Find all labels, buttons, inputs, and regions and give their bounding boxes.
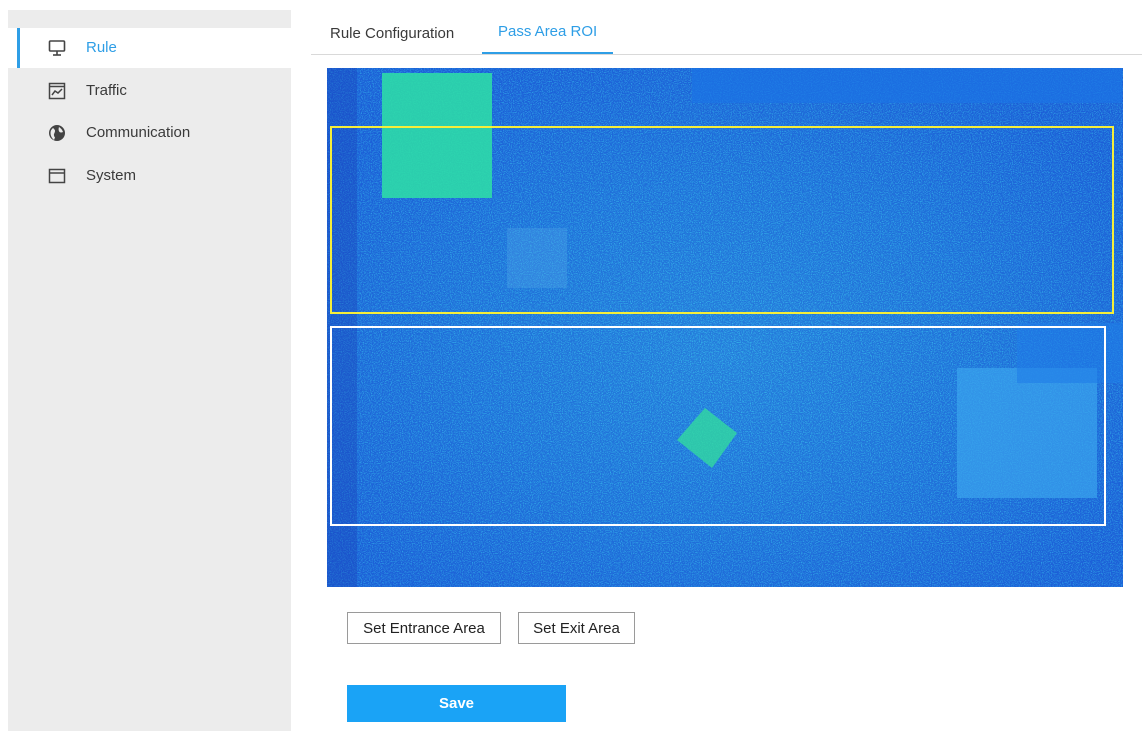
globe-icon: [49, 125, 65, 141]
chart-window-icon: [48, 82, 66, 100]
sidebar-item-label: Rule: [86, 39, 117, 56]
sidebar-item-system[interactable]: System: [8, 156, 291, 196]
save-button[interactable]: Save: [347, 685, 566, 722]
sidebar-item-communication[interactable]: Communication: [8, 113, 291, 153]
sidebar-item-label: Traffic: [86, 82, 127, 99]
exit-area-roi[interactable]: [330, 326, 1106, 526]
entrance-area-roi[interactable]: [330, 126, 1114, 314]
tab-rule-configuration[interactable]: Rule Configuration: [330, 25, 455, 42]
camera-view[interactable]: [327, 68, 1123, 587]
window-icon: [48, 168, 66, 184]
set-exit-area-button[interactable]: Set Exit Area: [518, 612, 635, 644]
set-entrance-area-button[interactable]: Set Entrance Area: [347, 612, 501, 644]
tab-pass-area-roi[interactable]: Pass Area ROI: [482, 14, 614, 54]
monitor-icon: [48, 40, 66, 56]
sidebar: Rule Traffic Communication System: [8, 10, 291, 731]
sidebar-item-label: Communication: [86, 124, 191, 141]
sidebar-item-traffic[interactable]: Traffic: [8, 71, 291, 111]
tab-bar: Rule Configuration Pass Area ROI: [311, 14, 1142, 55]
sidebar-item-rule[interactable]: Rule: [8, 28, 291, 68]
sidebar-item-label: System: [86, 167, 137, 184]
